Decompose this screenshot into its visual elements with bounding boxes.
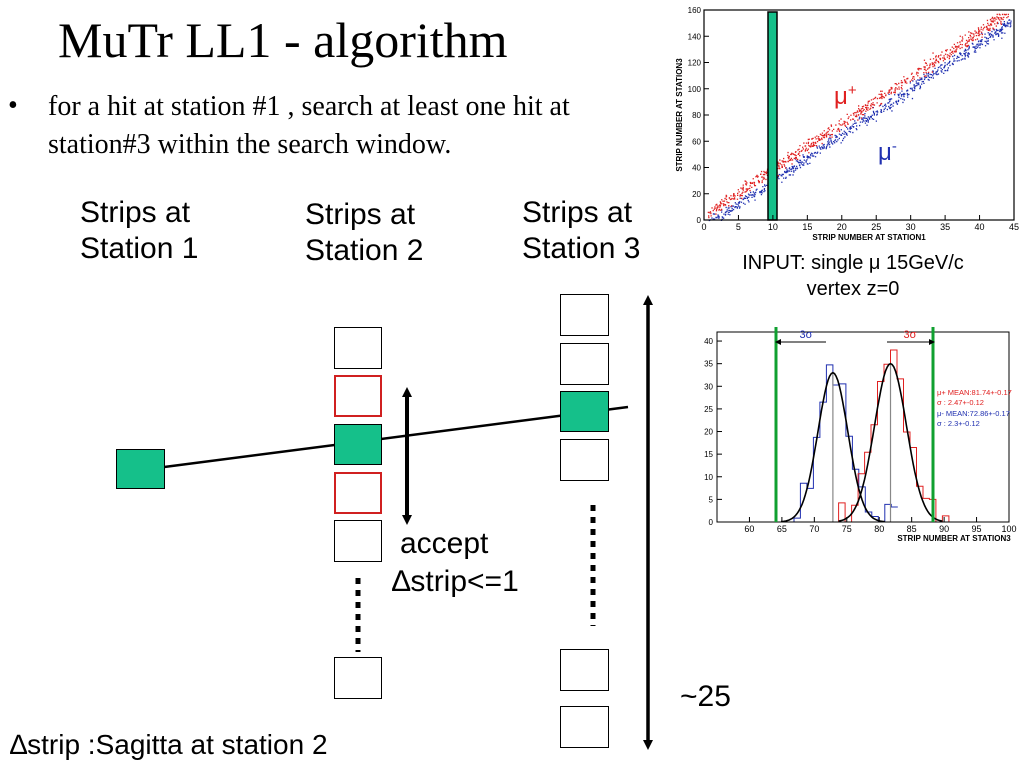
- station3-strip: [560, 439, 609, 481]
- sagitta-note: ∆strip :Sagitta at station 2: [10, 729, 328, 760]
- histogram-x-label: STRIP NUMBER AT STATION3: [897, 534, 1011, 543]
- mu-plus-label: μ+: [834, 82, 857, 110]
- scatter-y-tick-label: 120: [688, 59, 702, 68]
- histogram-axes: 60 65 70 75 80 85 90 95 100 0 5 10 15 20 25 30 35 40: [704, 337, 1016, 534]
- sigma-left-label: 3σ: [800, 329, 813, 341]
- station3-strip: [560, 649, 609, 691]
- mu-minus-symbol: μ: [878, 139, 892, 166]
- scatter-y-tick-label: 40: [692, 164, 701, 173]
- input-caption-line2: vertex z=0: [806, 278, 900, 300]
- scatter-y-tick-label: 160: [688, 6, 702, 15]
- station3-label-line2: Station 3: [522, 232, 641, 265]
- histogram-y-tick-label: 35: [704, 360, 713, 369]
- histogram-x-tick-label: 95: [972, 524, 982, 534]
- scatter-x-tick-label: 0: [701, 222, 706, 232]
- histogram-x-tick-label: 85: [907, 524, 917, 534]
- stats-plus-mean: μ+ MEAN:81.74+-0.17: [937, 388, 1012, 397]
- station3-strip: [560, 706, 609, 748]
- station1-band: [767, 11, 778, 221]
- scatter-plot: 0 5 10 15 20 25 30 35 40 45020406080100120140160 …: [672, 2, 1022, 246]
- histogram-y-tick-label: 0: [709, 518, 714, 527]
- delta-strip-label: ∆strip<=1: [392, 565, 519, 598]
- bullet-marker: •: [8, 90, 18, 121]
- bullet-text: for a hit at station #1 , search at leas…: [48, 91, 570, 160]
- station2-label-line1: Strips at: [305, 198, 416, 231]
- scatter-y-tick-label: 140: [688, 32, 702, 41]
- station2-window-strip: [334, 472, 382, 514]
- scatter-x-tick-label: 20: [837, 222, 847, 232]
- scatter-y-label: STRIP NUMBER AT STATION3: [675, 58, 684, 172]
- mu-minus-sup: -: [892, 138, 897, 155]
- histogram-x-tick-label: 75: [842, 524, 852, 534]
- histogram-y-tick-label: 5: [709, 495, 714, 504]
- mu-minus-points: [708, 19, 1012, 222]
- mu-minus-label: μ-: [878, 138, 897, 166]
- station2-label: Strips at Station 2: [305, 197, 423, 269]
- mu-plus-sup: +: [848, 82, 857, 99]
- scatter-y-tick-label: 100: [688, 85, 702, 94]
- sigma-right-label: 3σ: [904, 329, 917, 341]
- station2-window-strip: [334, 375, 382, 417]
- station2-label-line2: Station 2: [305, 234, 424, 267]
- stats-minus-sigma: σ : 2.3+-0.12: [937, 419, 980, 428]
- histogram-x-tick-label: 70: [809, 524, 819, 534]
- histogram-x-tick-label: 90: [939, 524, 949, 534]
- histogram-fit-curves: [780, 362, 943, 523]
- histogram-y-tick-label: 15: [704, 450, 713, 459]
- scatter-x-tick-label: 30: [906, 222, 916, 232]
- scatter-x-tick-label: 25: [871, 222, 881, 232]
- scatter-y-tick-label: 60: [692, 137, 701, 146]
- histogram-x-tick-label: 80: [874, 524, 884, 534]
- muon-track-line: [140, 405, 629, 472]
- mu-minus-fit-curve: [780, 371, 885, 523]
- stats-plus-sigma: σ : 2.47+-0.12: [937, 398, 984, 407]
- mu-plus-points: [707, 13, 1009, 219]
- station2-strip: [334, 327, 382, 369]
- station1-label: Strips at Station 1: [80, 195, 198, 267]
- station2-strip: [334, 520, 382, 562]
- histogram-y-tick-label: 40: [704, 337, 713, 346]
- histogram-x-tick-label: 60: [744, 524, 754, 534]
- stats-minus-mean: μ- MEAN:72.86+-0.17: [937, 409, 1010, 418]
- histogram-x-tick-label: 65: [777, 524, 787, 534]
- station2-strip: [334, 657, 382, 699]
- range-label: ~25: [680, 680, 731, 713]
- station1-label-line1: Strips at: [80, 196, 191, 229]
- station3-label-line1: Strips at: [522, 196, 633, 229]
- histogram-y-tick-label: 20: [704, 428, 713, 437]
- mu-plus-histogram: [832, 349, 956, 523]
- scatter-x-tick-label: 35: [940, 222, 950, 232]
- station3-strip: [560, 294, 609, 336]
- station3-label: Strips at Station 3: [522, 195, 640, 267]
- station2-hit-strip: [334, 424, 382, 465]
- scatter-x-tick-label: 10: [768, 222, 778, 232]
- histogram-y-tick-label: 10: [704, 473, 713, 482]
- scatter-x-tick-label: 40: [975, 222, 985, 232]
- scatter-y-tick-label: 20: [692, 190, 701, 199]
- histogram-x-tick-label: 100: [1001, 524, 1016, 534]
- scatter-y-tick-label: 80: [692, 111, 701, 120]
- histogram-frame: [716, 331, 1010, 523]
- mu-plus-symbol: μ: [834, 83, 848, 110]
- scatter-axes: 0 5 10 15 20 25 30 35 40 45 0 20 40 60 80 100 120 140 160: [688, 6, 1019, 232]
- scatter-x-tick-label: 15: [802, 222, 812, 232]
- scatter-y-tick-label: 0: [697, 216, 702, 225]
- scatter-x-tick-label: 45: [1009, 222, 1019, 232]
- histogram-y-tick-label: 25: [704, 405, 713, 414]
- input-caption: INPUT: single μ 15GeV/c vertex z=0: [708, 250, 998, 302]
- station1-label-line2: Station 1: [80, 232, 199, 265]
- scatter-points: [707, 13, 1012, 222]
- histogram-y-tick-label: 30: [704, 382, 713, 391]
- input-caption-line1: INPUT: single μ 15GeV/c: [742, 252, 964, 274]
- station3-hit-strip: [560, 391, 609, 432]
- mu-plus-fit-curve: [838, 362, 943, 522]
- histogram-plot: 60 65 70 75 80 85 90 95 100 0 5 10 15 20 25 30 35 40 3σ 3…: [684, 322, 1024, 548]
- station3-strip: [560, 343, 609, 385]
- scatter-x-tick-label: 5: [736, 222, 741, 232]
- station1-hit-strip: [116, 449, 165, 489]
- scatter-x-label: STRIP NUMBER AT STATION1: [812, 233, 926, 242]
- slide-title: MuTr LL1 - algorithm: [58, 12, 508, 68]
- accept-label: accept: [400, 527, 489, 560]
